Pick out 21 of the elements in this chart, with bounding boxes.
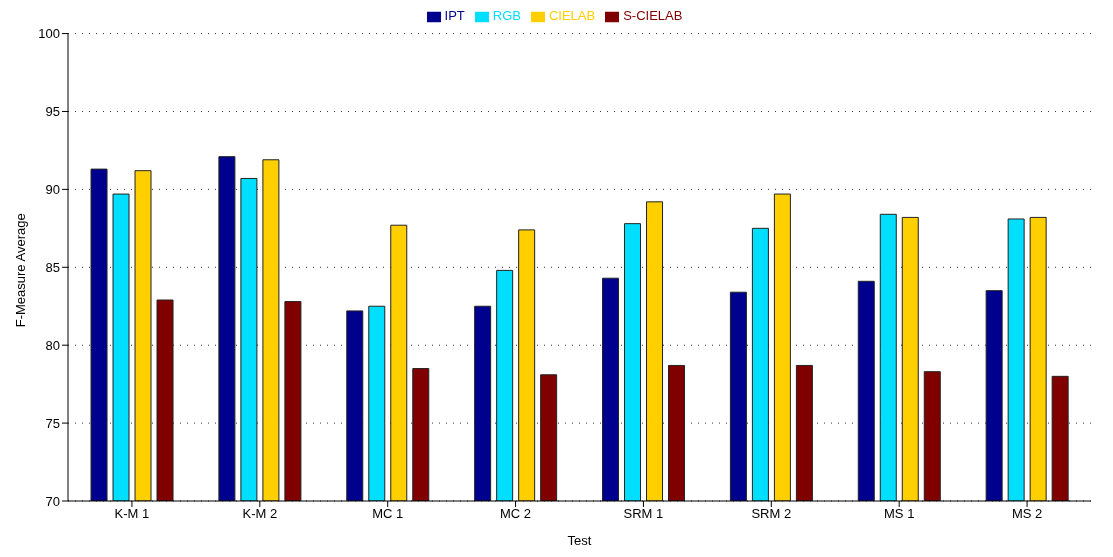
y-tick-label: 100 <box>38 26 60 42</box>
x-tick-label: K-M 1 <box>114 506 150 522</box>
x-tick-label: SRM 2 <box>751 506 792 522</box>
y-tick-label: 95 <box>45 104 60 120</box>
x-tick-label: K-M 2 <box>242 506 278 522</box>
x-tick-label: MC 1 <box>372 506 404 522</box>
x-tick-label: MS 2 <box>1011 506 1043 522</box>
legend-label: RGB <box>492 8 521 23</box>
x-tick-label: MS 1 <box>884 506 915 522</box>
y-tick-label: 90 <box>45 181 60 197</box>
y-tick-label: 70 <box>45 493 60 509</box>
legend-label: CIELAB <box>548 8 596 23</box>
x-tick-label: MC 2 <box>500 506 532 522</box>
legend-label: IPT <box>444 8 465 23</box>
y-axis-title: F-Measure Average <box>12 213 28 328</box>
legend-label: S-CIELAB <box>623 8 683 23</box>
x-axis-title: Test <box>567 533 592 548</box>
y-tick-label: 85 <box>45 259 60 275</box>
y-tick-label: 75 <box>45 415 60 431</box>
y-tick-label: 80 <box>45 337 60 353</box>
x-tick-label: SRM 1 <box>623 506 664 522</box>
